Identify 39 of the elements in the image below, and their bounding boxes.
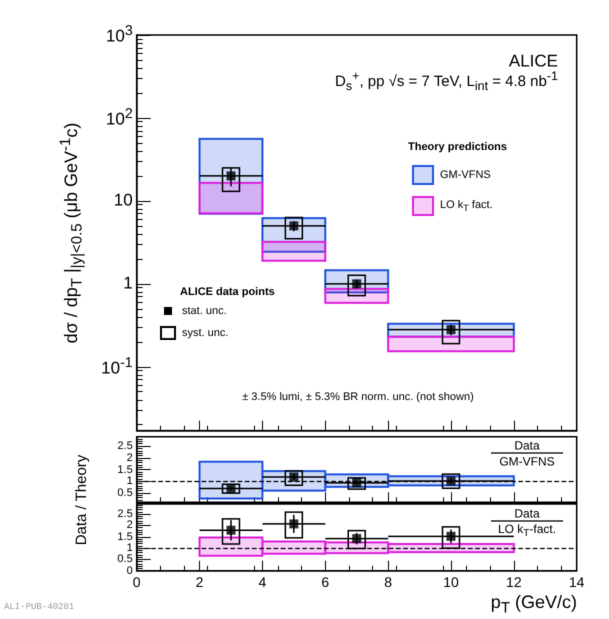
y-tick-label: 10$^{-1}$ (101, 354, 133, 378)
annotation: ± 3.5% lumi, ± 5.3% BR norm. unc. (not shown) (242, 390, 474, 404)
x-axis-title: p$_{T}$ (GeV/c) (490, 592, 577, 618)
x-tick-label: 8 (384, 574, 392, 590)
y-tick-label: 10$^{2}$ (106, 106, 133, 130)
x-tick-label: 2 (196, 574, 204, 590)
y-tick-label: 2.5 (117, 440, 133, 452)
y-tick-label: 1 (126, 542, 133, 554)
y-tick-label: 1.5 (117, 463, 133, 476)
legend-label: LO k$_{T}$ fact. (440, 198, 493, 214)
legend-label: stat. unc. (182, 305, 227, 317)
annotation: D$_{s}$$^{+}$, pp √s = 7 TeV, L$_{int}$ = 4.8 nb$^{-1}$ (335, 69, 558, 94)
text: ALI-PUB-40201 (4, 602, 74, 613)
annotation: ALICE data points (180, 286, 275, 298)
legend-title: Theory predictions (408, 140, 508, 154)
x-tick-label: 12 (506, 574, 522, 590)
y-tick-label: 1.5 (117, 530, 133, 543)
x-tick-label: 14 (568, 574, 584, 590)
y-tick-label: 10 (114, 190, 133, 210)
y-tick-label: 0 (126, 564, 133, 577)
annotation: Data (514, 438, 540, 453)
annotation: Data (514, 506, 540, 521)
legend-label: GM-VFNS (440, 169, 491, 181)
y-tick-label: 1 (123, 273, 133, 294)
y-tick-label: 0.5 (117, 486, 133, 499)
y-tick-label: 10$^{3}$ (106, 22, 133, 46)
legend-label: syst. unc. (182, 327, 228, 339)
y-tick-label: 1 (126, 475, 133, 488)
annotation: GM-VFNS (499, 454, 555, 469)
x-tick-label: 4 (258, 574, 266, 590)
y-tick-label: 0.5 (117, 553, 133, 566)
y-tick-label: 2 (126, 519, 133, 532)
y-tick-label: 2 (126, 452, 133, 464)
x-tick-label: 6 (321, 574, 330, 590)
y-axis-title: Data / Theory (72, 454, 90, 546)
y-tick-label: 2.5 (117, 508, 133, 520)
annotation: LO k$_{T}$-fact. (498, 522, 556, 540)
annotation: ALICE (508, 52, 558, 71)
x-tick-label: 10 (443, 574, 459, 590)
